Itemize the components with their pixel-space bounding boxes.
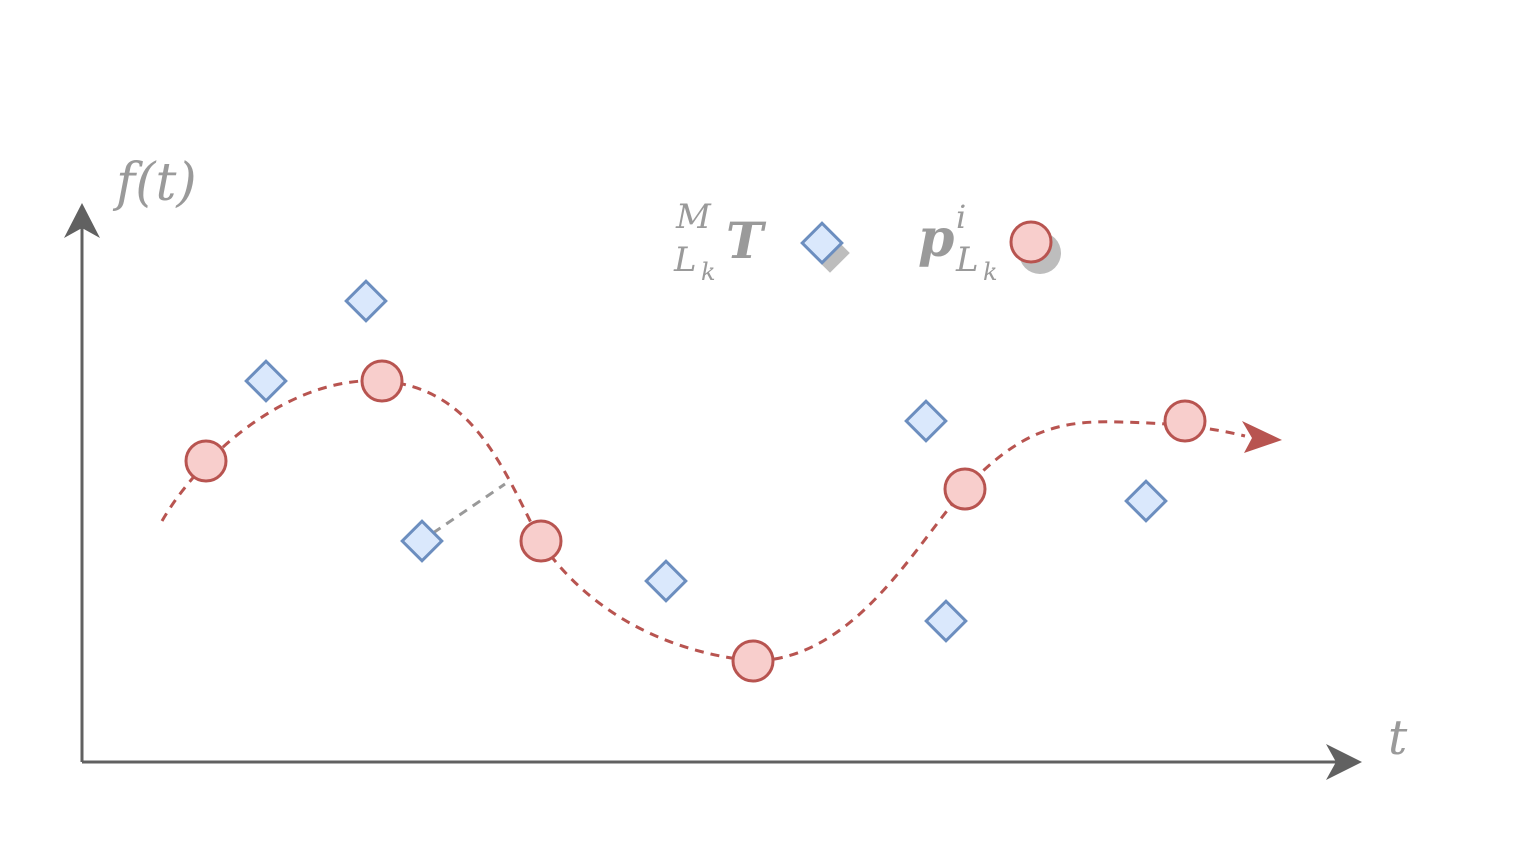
trajectory-curve <box>160 379 1282 663</box>
diamond-marker-icon <box>904 399 948 443</box>
axes <box>64 203 1362 780</box>
circle-marker-icon <box>519 519 563 563</box>
legend-transform-sup: M <box>675 197 712 237</box>
legend-point-label: p i L k <box>918 198 998 286</box>
x-axis-arrow-icon <box>1326 744 1362 780</box>
legend-point-subsub: k <box>983 258 998 286</box>
diamond-marker-icon <box>400 519 444 563</box>
legend-point-sub: L <box>955 240 979 280</box>
legend-circle-icon <box>1009 220 1053 264</box>
legend-transform-label: M L k T <box>673 197 767 286</box>
transform-markers <box>244 279 1168 643</box>
diamond-marker-icon <box>244 359 288 403</box>
association-link <box>432 482 506 535</box>
circle-marker-icon <box>731 639 775 683</box>
x-axis-label: t <box>1388 710 1408 766</box>
curve-arrow-head-icon <box>1242 421 1282 453</box>
y-axis-arrow-icon <box>64 203 100 238</box>
legend-point-sup: i <box>956 198 966 236</box>
legend: M L k T p i L k <box>673 197 1061 286</box>
legend-transform-subsub: k <box>701 258 716 286</box>
point-markers <box>184 359 1207 683</box>
curve-path <box>160 379 1246 663</box>
circle-marker-icon <box>184 439 228 483</box>
legend-point-symbol: p <box>918 208 954 269</box>
diamond-marker-icon <box>344 279 388 323</box>
circle-marker-icon <box>1163 399 1207 443</box>
legend-diamond-icon <box>800 221 844 265</box>
diamond-marker-icon <box>1124 479 1168 523</box>
legend-transform-sub: L <box>673 240 697 280</box>
diamond-marker-icon <box>924 599 968 643</box>
diamond-marker-icon <box>644 559 688 603</box>
circle-marker-icon <box>943 467 987 511</box>
circle-marker-icon <box>360 359 404 403</box>
y-axis-label: f(t) <box>112 153 197 213</box>
legend-transform-symbol: T <box>726 211 767 270</box>
